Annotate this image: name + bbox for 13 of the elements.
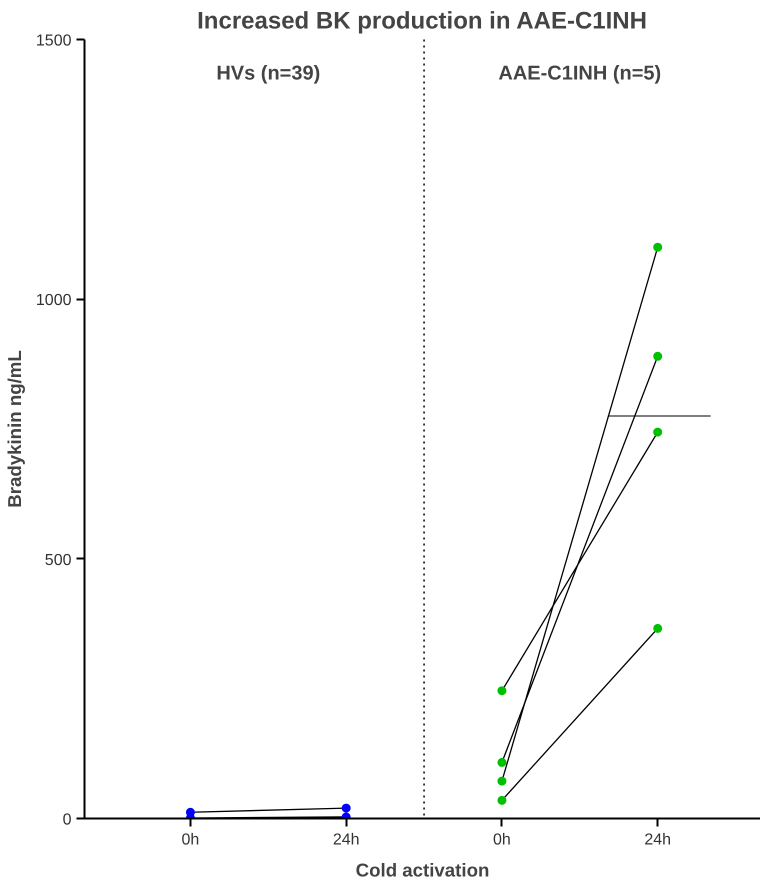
- x-tick-label: 0h: [493, 832, 511, 848]
- y-axis-title: Bradykinin ng/mL: [4, 350, 25, 508]
- x-axis-title: Cold activation: [356, 860, 490, 880]
- annotation: HVs (n=39): [216, 62, 320, 84]
- y-tick-label: 1500: [36, 32, 72, 50]
- y-tick-label: 0: [62, 812, 72, 828]
- x-tick-label: 24h: [332, 832, 360, 848]
- x-tick-label: 24h: [644, 832, 672, 848]
- annotation: AAE-C1INH (n=5): [498, 62, 662, 84]
- y-tick-label: 1000: [36, 292, 72, 310]
- y-tick-label: 500: [44, 552, 72, 569]
- x-tick-label: 0h: [182, 832, 200, 848]
- chart-title: Increased BK production in AAE-C1INH: [197, 8, 647, 34]
